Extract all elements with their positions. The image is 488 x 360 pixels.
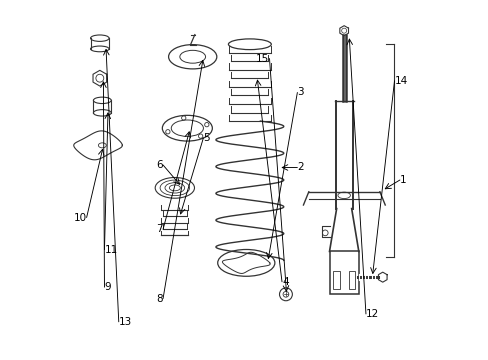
Text: 13: 13: [119, 317, 132, 327]
Text: 6: 6: [156, 160, 163, 170]
Text: 7: 7: [156, 224, 163, 234]
Text: 4: 4: [282, 277, 288, 287]
Bar: [329, 251, 358, 294]
Bar: [332, 271, 339, 289]
Text: 14: 14: [394, 76, 407, 86]
Text: 9: 9: [104, 282, 111, 292]
Text: 11: 11: [104, 245, 118, 255]
Text: 15: 15: [256, 54, 269, 64]
Text: 3: 3: [297, 87, 304, 98]
Text: 1: 1: [399, 175, 406, 185]
Text: 12: 12: [365, 309, 378, 319]
Text: 10: 10: [73, 212, 86, 222]
Text: 8: 8: [156, 294, 163, 303]
Bar: [348, 271, 354, 289]
Text: 2: 2: [297, 162, 304, 172]
Text: 5: 5: [203, 133, 210, 143]
